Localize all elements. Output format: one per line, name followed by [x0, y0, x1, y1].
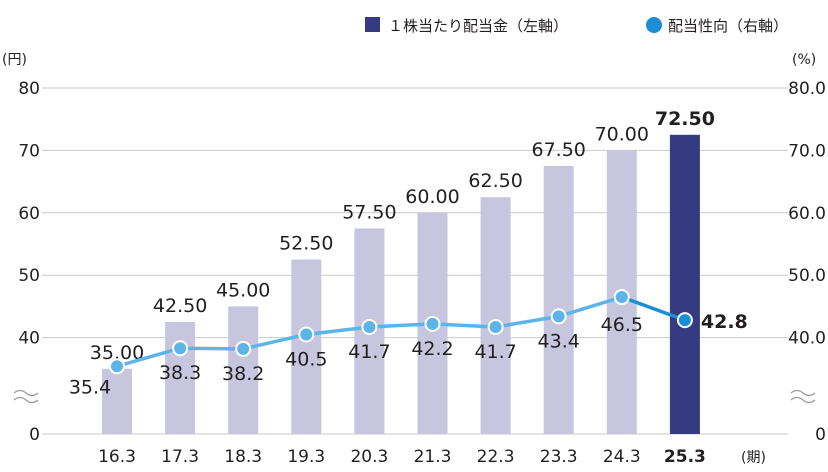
- line-point-22.3: [487, 318, 504, 335]
- legend-bar-label: １株当たり配当金（左軸）: [388, 17, 568, 35]
- line-point-23.3: [550, 308, 567, 325]
- right-axis-unit: (%): [792, 52, 816, 68]
- left-axis-tick-label: 80: [18, 79, 40, 99]
- x-axis-tick-label: 17.3: [161, 447, 199, 467]
- bar-value-label: 70.00: [595, 123, 649, 145]
- line-value-label: 38.3: [159, 362, 201, 384]
- x-axis-tick-label: 18.3: [224, 447, 262, 467]
- line-point-19.3: [298, 326, 315, 343]
- x-axis-ticks: 16.3 17.3 18.3 19.3 20.3 21.3 22.3 23.3 24.3 25.3: [98, 447, 706, 467]
- bar-value-label: 62.50: [468, 170, 522, 192]
- line-value-label: 40.5: [285, 348, 327, 370]
- x-axis-tick-label: 22.3: [477, 447, 515, 467]
- bar-19.3: [291, 259, 322, 434]
- left-axis-tick-label: 70: [18, 141, 40, 161]
- x-axis-tick-label: 16.3: [98, 447, 136, 467]
- line-value-label: 42.8: [701, 311, 748, 333]
- bar-25.3: [669, 134, 700, 435]
- legend: １株当たり配当金（左軸） 配当性向（右軸）: [365, 17, 788, 35]
- line-point-17.3: [172, 340, 189, 357]
- right-axis-break-icon: [790, 389, 816, 404]
- bar-value-label: 52.50: [279, 233, 333, 255]
- line-point-25.3: [676, 312, 693, 329]
- line-point-16.3: [109, 358, 125, 375]
- x-axis-tick-label: 24.3: [603, 447, 641, 467]
- left-axis-unit: (円): [2, 52, 27, 68]
- right-axis-tick-label: 40.0: [788, 329, 826, 349]
- right-axis-tick-label: 60.0: [788, 204, 826, 224]
- bar-series: [102, 134, 700, 435]
- line-point-20.3: [361, 318, 378, 335]
- line-value-label: 41.7: [474, 341, 516, 363]
- bar-value-label: 67.50: [531, 139, 585, 161]
- line-point-21.3: [424, 315, 441, 332]
- legend-bar-swatch: [365, 17, 380, 32]
- line-point-18.3: [235, 340, 252, 357]
- right-axis-tick-label: 50.0: [788, 266, 826, 286]
- line-path-highlight: [620, 295, 687, 322]
- bar-18.3: [228, 306, 259, 434]
- line-value-label: 43.4: [538, 330, 580, 352]
- bar-16.3: [102, 368, 132, 434]
- left-axis-tick-label: 0: [29, 425, 40, 445]
- legend-line-swatch: [646, 17, 662, 33]
- bar-value-label: 42.50: [153, 295, 207, 317]
- x-axis-tick-label: 20.3: [350, 447, 388, 467]
- right-axis-tick-label: 80.0: [788, 79, 826, 99]
- line-value-label: 35.4: [69, 376, 111, 398]
- x-axis-tick-label: 25.3: [664, 447, 706, 467]
- legend-line-label: 配当性向（右軸）: [668, 17, 788, 35]
- right-axis-tick-label: 70.0: [788, 141, 826, 161]
- bar-value-label: 35.00: [90, 342, 144, 364]
- line-value-labels: 35.4 38.3 38.2 40.5 41.7 42.2 41.7 43.4 46.5 42.8: [69, 311, 748, 398]
- line-value-label: 42.2: [411, 338, 453, 360]
- bar-value-label: 72.50: [655, 108, 715, 130]
- bar-value-labels: 35.00 42.50 45.00 52.50 57.50 60.00 62.50 67.50…: [90, 108, 715, 364]
- left-axis-tick-label: 50: [18, 266, 40, 286]
- x-axis-unit: (期): [741, 450, 766, 466]
- x-axis-tick-label: 21.3: [414, 447, 452, 467]
- bar-value-label: 45.00: [216, 279, 270, 301]
- left-axis-break-icon: [13, 389, 39, 404]
- bar-value-label: 60.00: [405, 186, 459, 208]
- bar-value-label: 57.50: [342, 201, 396, 223]
- x-axis-tick-label: 19.3: [287, 447, 325, 467]
- line-value-label: 38.2: [222, 363, 264, 385]
- right-axis-tick-label: 0: [815, 425, 826, 445]
- bar-22.3: [480, 197, 511, 434]
- bar-23.3: [543, 166, 574, 434]
- left-axis-tick-label: 40: [18, 329, 40, 349]
- left-axis-tick-label: 60: [18, 204, 40, 224]
- x-axis-tick-label: 23.3: [540, 447, 578, 467]
- line-series: [109, 289, 693, 375]
- line-point-24.3: [613, 289, 630, 306]
- line-value-label: 46.5: [601, 314, 643, 336]
- right-axis-ticks: 0 40.0 50.0 60.0 70.0 80.0: [788, 79, 826, 445]
- left-axis-ticks: 0 40 50 60 70 80: [18, 79, 40, 445]
- line-value-label: 41.7: [348, 341, 390, 363]
